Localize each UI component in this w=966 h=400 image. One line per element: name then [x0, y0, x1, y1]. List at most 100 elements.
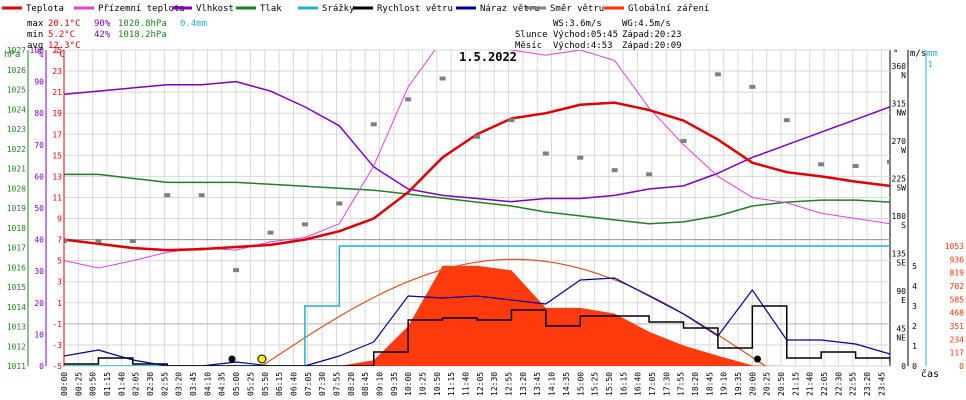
axes: hPa% °C1027102610251024102310221021102010… [4, 46, 964, 396]
wind-speed-line [64, 305, 890, 366]
hpa-tick-label: 1017 [7, 244, 26, 253]
pct-tick-label: 20 [34, 299, 44, 308]
wg-text: WG:4.5m/s [622, 19, 671, 29]
time-tick-label: 18:20 [691, 372, 700, 396]
wind-direction-point [852, 164, 859, 168]
moon-label: Měsíc [515, 41, 542, 51]
time-tick-label: 05:00 [232, 372, 241, 396]
pct-tick-label: 40 [34, 236, 44, 245]
c-tick-label: 11 [52, 193, 62, 202]
hpa-tick-label: 1016 [7, 263, 26, 272]
moon-rise: Východ:4:53 [553, 41, 613, 51]
sun-rise: Východ:05:45 [553, 30, 618, 40]
time-tick-label: 06:40 [289, 372, 298, 396]
time-tick-label: 21:15 [791, 372, 800, 396]
wind-gust-line [64, 277, 890, 366]
wind-direction-point [301, 222, 308, 227]
dir-name-label: SW [896, 184, 906, 193]
time-tick-label: 09:35 [390, 372, 399, 396]
dir-tick-label: 360 [892, 62, 907, 71]
dir-tick-label: 90 [896, 287, 906, 296]
time-tick-label: 14:10 [548, 372, 557, 396]
stat-max-temp: 20.1°C [48, 19, 81, 29]
time-tick-label: 10:50 [433, 372, 442, 396]
time-tick-label: 18:45 [705, 372, 714, 396]
time-tick-label: 00:50 [89, 372, 98, 396]
stat-min-label: min [27, 30, 43, 40]
dir-tick-label: 180 [892, 212, 907, 221]
pct-axis-title: % [38, 50, 44, 60]
dir-tick-label: 315 [892, 100, 907, 109]
c-tick-label: -5 [52, 362, 62, 371]
legend-label: Náraz větru [480, 4, 540, 14]
wind-direction-point [405, 97, 412, 102]
wind-direction-point [714, 72, 721, 77]
mm-tick-label: 1 [928, 60, 933, 69]
time-tick-label: 02:30 [146, 372, 155, 396]
humidity-line [64, 80, 890, 203]
pct-tick-label: 60 [34, 172, 44, 181]
dir-name-label: NW [896, 109, 906, 118]
time-tick-label: 09:10 [375, 372, 384, 396]
stats-block: max 20.1°C 90% 1020.8hPa 0.4mm min 5.2°C… [27, 19, 207, 51]
wind-direction-point [64, 239, 67, 243]
wm2-tick-label: 234 [950, 335, 965, 344]
wind-direction-point [542, 151, 549, 156]
legend-label: Teplota [26, 4, 64, 14]
hpa-tick-label: 1024 [7, 105, 26, 114]
dir-name-label: E [901, 296, 906, 305]
wind-direction-point [336, 201, 343, 206]
dir-tick-label: 0 [901, 362, 906, 371]
dir-name-label: NE [896, 334, 906, 343]
wind-direction-point [95, 239, 102, 243]
time-tick-label: 17:55 [677, 372, 686, 396]
dir-name-label: SE [896, 259, 906, 268]
ms-tick-label: 0 [912, 362, 917, 371]
legend-label: Směr větru [550, 4, 604, 14]
time-tick-label: 20:25 [763, 372, 772, 396]
dir-name-label: S [901, 221, 906, 230]
c-tick-label: 21 [52, 88, 62, 97]
legend-label: Tlak [260, 4, 282, 14]
time-tick-label: 20:50 [777, 372, 786, 396]
time-axis-label: čas [921, 368, 939, 380]
hpa-tick-label: 1011 [7, 362, 26, 371]
time-tick-label: 15:25 [591, 372, 600, 396]
time-tick-label: 03:45 [189, 372, 198, 396]
time-tick-label: 22:55 [849, 372, 858, 396]
stat-min-hum: 42% [94, 30, 111, 40]
wm2-tick-label: 585 [950, 295, 965, 304]
hpa-tick-label: 1019 [7, 204, 26, 213]
hpa-tick-label: 1014 [7, 303, 26, 312]
c-tick-label: 25 [52, 46, 62, 55]
time-tick-label: 12:55 [505, 372, 514, 396]
wind-direction-point [129, 239, 136, 243]
time-tick-label: 08:20 [347, 372, 356, 396]
wind-direction-point [164, 193, 171, 198]
wm2-tick-label: 117 [950, 349, 965, 358]
dir-axis-title: ° [893, 49, 898, 59]
c-tick-label: 7 [57, 236, 62, 245]
time-tick-label: 00:25 [74, 372, 83, 396]
c-tick-label: 13 [52, 172, 62, 181]
pct-tick-label: 90 [34, 78, 44, 87]
wm2-tick-label: 819 [950, 269, 965, 278]
time-tick-label: 17:05 [648, 372, 657, 396]
ms-axis-title: m/s [910, 49, 926, 59]
time-tick-label: 00:00 [60, 372, 69, 396]
series-layer [64, 50, 890, 366]
wind-direction-point [646, 172, 653, 177]
hpa-tick-label: 1023 [7, 125, 26, 134]
moonrise-icon [228, 355, 236, 363]
c-tick-label: 15 [52, 151, 62, 160]
ws-text: WS:3.6m/s [553, 19, 602, 29]
c-tick-label: 9 [57, 215, 62, 224]
time-tick-label: 16:15 [619, 372, 628, 396]
time-tick-label: 21:40 [806, 372, 815, 396]
hpa-tick-label: 1013 [7, 323, 26, 332]
pct-tick-label: 0 [39, 362, 44, 371]
c-tick-label: 5 [57, 257, 62, 266]
wind-direction-point [233, 268, 240, 273]
time-tick-label: 20:00 [748, 372, 757, 396]
time-tick-label: 03:20 [175, 372, 184, 396]
